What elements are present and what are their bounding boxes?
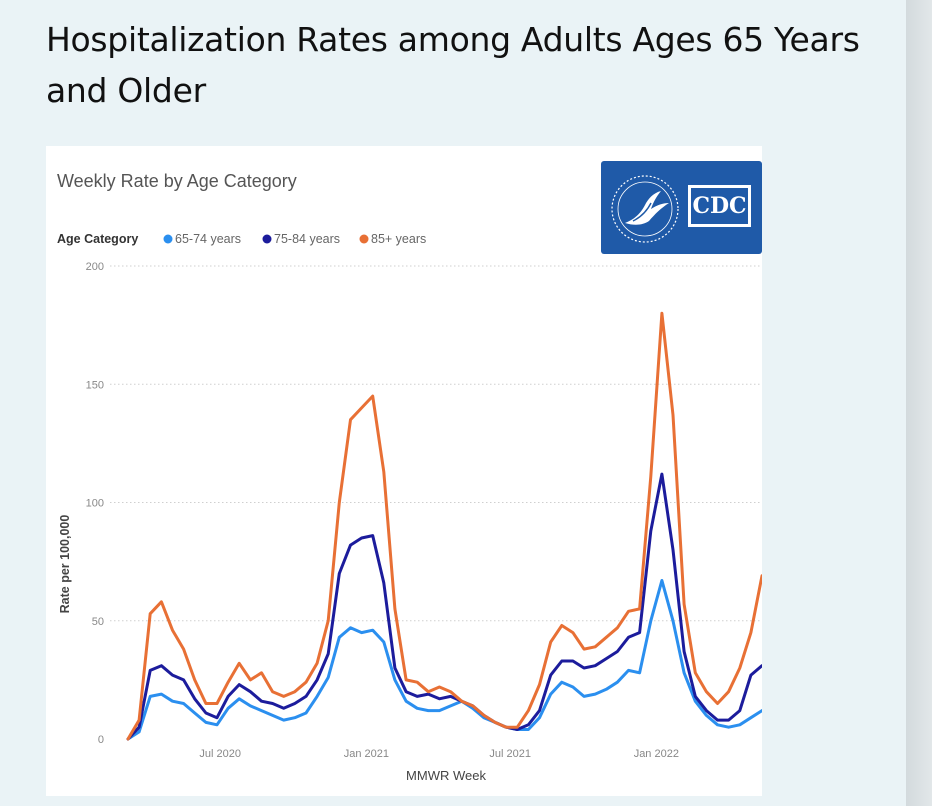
chart-title: Weekly Rate by Age Category xyxy=(57,171,297,191)
x-tick-label: Jul 2020 xyxy=(199,748,241,760)
cdc-logo: CDC xyxy=(601,161,762,254)
y-tick-label: 50 xyxy=(92,616,104,628)
cdc-wordmark-box: CDC xyxy=(688,185,751,227)
legend-marker xyxy=(359,234,369,244)
x-axis: Jul 2020 Jan 2021 Jul 2021 Jan 2022 xyxy=(199,748,679,760)
page-title: Hospitalization Rates among Adults Ages … xyxy=(46,20,860,110)
legend-label: 85+ years xyxy=(371,232,426,246)
y-tick-label: 0 xyxy=(98,734,104,746)
scrollbar-track[interactable] xyxy=(906,0,932,806)
legend-label: 75-84 years xyxy=(274,232,340,246)
legend-marker xyxy=(163,234,173,244)
legend-title: Age Category xyxy=(57,232,138,246)
x-tick-label: Jan 2021 xyxy=(344,748,389,760)
cdc-wordmark: CDC xyxy=(692,193,747,219)
legend-label: 65-74 years xyxy=(175,232,241,246)
y-axis-label: Rate per 100,000 xyxy=(58,515,72,614)
x-tick-label: Jan 2022 xyxy=(634,748,679,760)
series-line-85-years[interactable] xyxy=(126,311,762,741)
legend-entry-3[interactable]: 85+ years xyxy=(359,232,427,246)
legend-entry-1[interactable]: 65-74 years xyxy=(163,232,242,246)
series-line-65-74-years[interactable] xyxy=(126,579,762,741)
x-axis-label: MMWR Week xyxy=(406,768,486,783)
x-tick-label: Jul 2021 xyxy=(489,748,531,760)
line-chart: Weekly Rate by Age Category Age Category… xyxy=(57,171,762,783)
chart-card: Weekly Rate by Age Category Age Category… xyxy=(46,146,762,796)
legend-entry-2[interactable]: 75-84 years xyxy=(262,232,341,246)
y-tick-label: 150 xyxy=(86,379,104,391)
y-axis: 0 50 100 150 200 xyxy=(86,261,104,746)
y-tick-label: 200 xyxy=(86,261,104,273)
series-line-75-84-years[interactable] xyxy=(126,472,762,741)
hhs-eagle-icon xyxy=(611,175,679,243)
y-tick-label: 100 xyxy=(86,498,104,510)
legend: Age Category 65-74 years 75-84 years 85+ y… xyxy=(57,232,426,246)
grid xyxy=(110,265,762,622)
series-lines xyxy=(126,311,762,741)
legend-marker xyxy=(262,234,272,244)
